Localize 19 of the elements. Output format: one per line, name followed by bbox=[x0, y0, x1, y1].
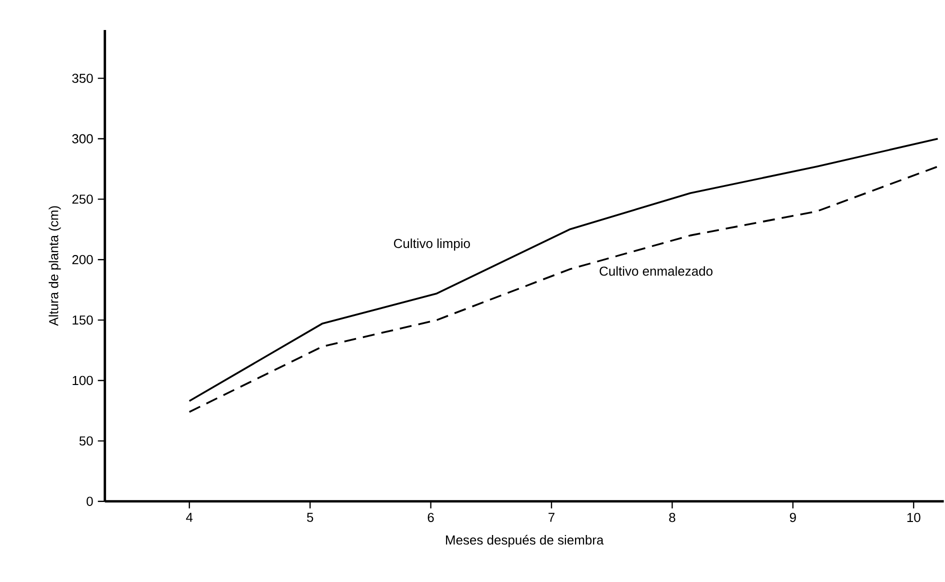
x-axis-title: Meses después de siembra bbox=[446, 534, 604, 548]
y-tick-label: 350 bbox=[72, 74, 93, 83]
y-axis-title: Altura de planta (cm) bbox=[48, 206, 61, 326]
series-label: Cultivo enmalezado bbox=[600, 266, 712, 276]
y-tick-label: 200 bbox=[72, 254, 93, 264]
x-tick-label: 10 bbox=[907, 512, 920, 522]
x-tick-label: 6 bbox=[428, 512, 434, 522]
x-tick-label: 8 bbox=[669, 512, 676, 522]
y-tick-label: 250 bbox=[72, 194, 93, 204]
x-tick-label: 5 bbox=[306, 512, 314, 522]
y-tick-label: 0 bbox=[86, 496, 93, 506]
x-tick-label: 7 bbox=[548, 512, 554, 522]
y-tick-label: 100 bbox=[72, 376, 93, 385]
x-tick-label: 4 bbox=[186, 512, 193, 522]
y-tick-label: 50 bbox=[79, 436, 93, 446]
x-tick-label: 9 bbox=[790, 512, 796, 522]
y-tick-label: 150 bbox=[72, 315, 93, 325]
series-label: Cultivo limpio bbox=[394, 238, 470, 251]
y-tick-label: 300 bbox=[72, 134, 93, 144]
